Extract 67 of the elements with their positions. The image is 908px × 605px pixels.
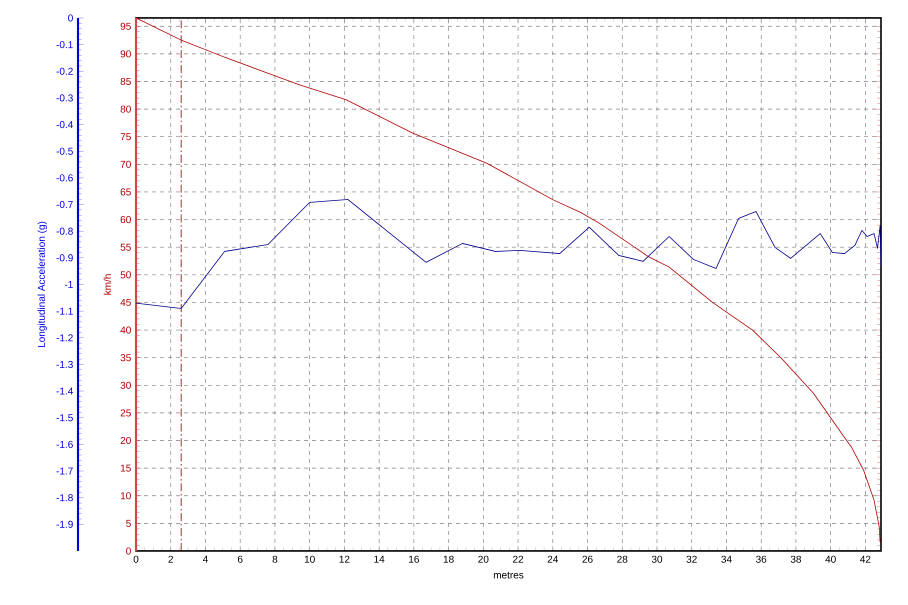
x-tick-label: 6: [238, 556, 243, 563]
y2-tick-label: -0.4: [56, 121, 73, 128]
x-tick-label: 8: [272, 556, 278, 563]
y-tick-label: 90: [120, 50, 131, 58]
y2-tick-label: -1.2: [56, 334, 73, 342]
y-tick-label: 5: [126, 520, 131, 527]
x-tick-label: 30: [652, 556, 662, 563]
y2-tick-label: -0.6: [56, 174, 73, 182]
y2-tick-label: -0.7: [56, 200, 73, 208]
y-tick-label: 60: [120, 216, 131, 224]
x-tick-label: 28: [617, 556, 628, 563]
y-tick-label: 45: [120, 298, 131, 306]
y-tick-label: 80: [120, 106, 131, 113]
y-tick-label: 70: [120, 160, 131, 168]
y2-axis-title: Longitudinal Acceleration (g): [38, 222, 47, 348]
y-tick-label: 40: [120, 326, 131, 334]
x-tick-label: 36: [756, 556, 766, 563]
x-tick-label: 4: [202, 556, 208, 563]
x-axis-title: metres: [494, 572, 524, 578]
x-tick-label: 24: [548, 556, 558, 563]
y-axis-title: km/h: [104, 274, 112, 295]
y-tick-label: 20: [120, 436, 131, 444]
x-tick-label: 38: [790, 556, 802, 563]
x-tick-label: 18: [444, 556, 454, 563]
y-tick-label: 55: [120, 244, 131, 251]
y-tick-label: 0: [126, 547, 131, 555]
x-tick-label: 16: [409, 556, 419, 563]
y2-tick-label: -0.8: [56, 228, 73, 235]
x-tick-label: 12: [340, 556, 350, 563]
x-tick-label: 10: [304, 556, 315, 563]
y-tick-label: 15: [120, 464, 131, 472]
y-tick-label: 65: [120, 188, 131, 196]
y-tick-label: 50: [120, 271, 131, 278]
y-tick-label: 10: [120, 492, 131, 500]
y-tick-label: 30: [120, 382, 131, 389]
y2-tick-label: -1.7: [56, 468, 73, 474]
y2-tick-label: -1.3: [56, 360, 73, 368]
y2-tick-label: -0.9: [56, 254, 73, 262]
x-tick-label: 14: [374, 556, 384, 563]
y-tick-label: 85: [120, 78, 131, 86]
y2-tick-label: -0.3: [56, 94, 73, 102]
y2-tick-label: -0.5: [56, 148, 73, 155]
x-tick-label: 32: [686, 556, 697, 563]
y2-tick-label: -1.5: [56, 414, 73, 422]
x-tick-label: 0: [134, 556, 138, 563]
x-tick-label: 20: [478, 556, 488, 563]
y2-tick-label: 0: [68, 14, 73, 22]
y2-tick-label: -1.1: [56, 308, 73, 315]
line-series: [136, 18, 881, 543]
y2-tick-label: -0.2: [56, 68, 73, 75]
x-tick-label: 26: [582, 556, 593, 563]
x-tick-label: 22: [512, 556, 524, 563]
y-tick-label: 95: [120, 22, 131, 30]
x-tick-label: 42: [860, 556, 870, 563]
y2-tick-label: -1.8: [56, 494, 73, 502]
y2-tick-label: -1.6: [56, 440, 73, 448]
x-tick-label: 2: [168, 556, 174, 563]
y-tick-label: 25: [120, 409, 131, 416]
y-tick-label: 75: [120, 133, 131, 140]
y2-tick-label: -1: [64, 281, 73, 288]
line-series: [136, 199, 882, 309]
x-tick-label: 34: [721, 556, 732, 563]
y2-tick-label: -1.9: [56, 520, 73, 528]
y2-tick-label: -1.4: [56, 388, 73, 395]
x-tick-label: 40: [825, 556, 836, 563]
y2-tick-label: -0.1: [56, 41, 73, 48]
y-tick-label: 35: [120, 354, 131, 362]
